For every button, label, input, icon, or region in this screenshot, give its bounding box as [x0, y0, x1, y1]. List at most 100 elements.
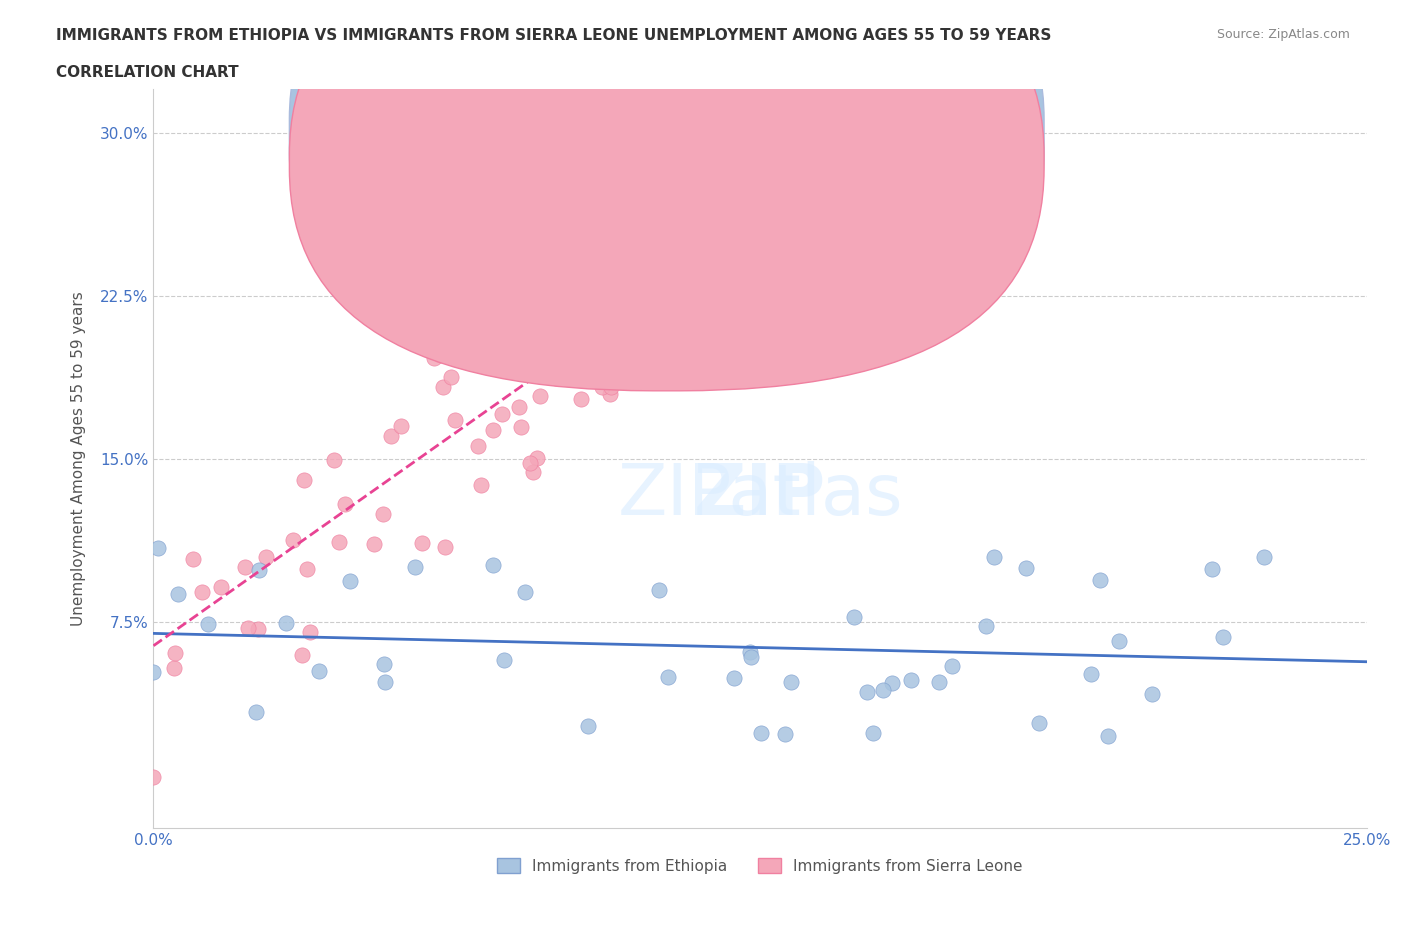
Point [508, 399, 530, 414]
Point [247, 562, 270, 577]
Point [941, 658, 963, 673]
Point [281, 533, 304, 548]
Y-axis label: Unemployment Among Ages 55 to 59 years: Unemployment Among Ages 55 to 59 years [72, 291, 86, 626]
Text: IMMIGRANTS FROM ETHIOPIA VS IMMIGRANTS FROM SIERRA LEONE UNEMPLOYMENT AMONG AGES: IMMIGRANTS FROM ETHIOPIA VS IMMIGRANTS F… [56, 28, 1052, 43]
Point [538, 276, 561, 291]
Point [576, 718, 599, 733]
Point [749, 725, 772, 740]
Point [411, 536, 433, 551]
Point [1201, 562, 1223, 577]
Point [872, 683, 894, 698]
Point [623, 298, 645, 312]
Point [389, 418, 412, 433]
Point [432, 379, 454, 394]
Point [596, 357, 619, 372]
Point [526, 450, 548, 465]
Point [142, 665, 165, 680]
Point [928, 674, 950, 689]
Point [181, 552, 204, 567]
FancyBboxPatch shape [627, 89, 991, 193]
Point [546, 370, 568, 385]
Legend: Immigrants from Ethiopia, Immigrants from Sierra Leone: Immigrants from Ethiopia, Immigrants fro… [491, 851, 1029, 880]
Point [467, 439, 489, 454]
Point [974, 618, 997, 633]
Text: ZIPatlas: ZIPatlas [617, 461, 903, 530]
Point [488, 324, 510, 339]
Point [434, 540, 457, 555]
Point [191, 584, 214, 599]
Point [482, 557, 505, 572]
Point [617, 225, 640, 240]
Point [373, 506, 395, 521]
Point [470, 478, 492, 493]
Point [880, 676, 903, 691]
Point [983, 549, 1005, 564]
Point [519, 456, 541, 471]
Point [738, 644, 761, 659]
Point [1097, 729, 1119, 744]
Point [236, 620, 259, 635]
Point [1015, 561, 1038, 576]
Text: ZIP: ZIP [695, 461, 827, 530]
Point [441, 320, 464, 335]
Point [1211, 630, 1233, 644]
Point [522, 464, 544, 479]
Point [492, 652, 515, 667]
Point [246, 621, 269, 636]
Point [515, 585, 537, 600]
Point [1140, 686, 1163, 701]
Text: R =  0.470   N = 61: R = 0.470 N = 61 [693, 153, 856, 171]
Point [600, 379, 623, 394]
Point [862, 726, 884, 741]
Point [661, 224, 683, 239]
Point [380, 429, 402, 444]
Point [1080, 666, 1102, 681]
Point [295, 562, 318, 577]
Point [740, 650, 762, 665]
Point [245, 704, 267, 719]
Point [599, 386, 621, 401]
Point [579, 366, 602, 381]
Point [648, 582, 671, 597]
Text: Source: ZipAtlas.com: Source: ZipAtlas.com [1216, 28, 1350, 41]
Point [299, 625, 322, 640]
Point [142, 769, 165, 784]
Point [276, 616, 298, 631]
Point [197, 617, 219, 631]
Point [211, 579, 233, 594]
Point [696, 267, 718, 282]
Point [593, 260, 616, 275]
Point [510, 419, 533, 434]
Point [373, 657, 395, 671]
FancyBboxPatch shape [290, 0, 1045, 374]
Point [301, 126, 323, 140]
Text: R = -0.009   N = 44: R = -0.009 N = 44 [693, 124, 856, 141]
Point [233, 560, 256, 575]
Point [308, 664, 330, 679]
Point [637, 342, 659, 357]
Point [335, 497, 357, 512]
Point [166, 586, 188, 601]
Point [529, 388, 551, 403]
Point [291, 647, 314, 662]
Point [422, 351, 444, 365]
Point [591, 379, 613, 394]
Point [339, 573, 361, 588]
Point [1028, 715, 1050, 730]
Point [254, 549, 277, 564]
Point [163, 645, 186, 660]
Text: CORRELATION CHART: CORRELATION CHART [56, 65, 239, 80]
Point [592, 303, 614, 318]
Point [641, 223, 664, 238]
Point [780, 675, 803, 690]
Point [631, 360, 654, 375]
Point [444, 413, 467, 428]
Point [146, 540, 169, 555]
Point [569, 392, 592, 406]
Point [842, 609, 865, 624]
Point [404, 560, 426, 575]
Point [610, 191, 633, 206]
Point [1108, 633, 1130, 648]
Point [900, 672, 922, 687]
Point [657, 669, 679, 684]
